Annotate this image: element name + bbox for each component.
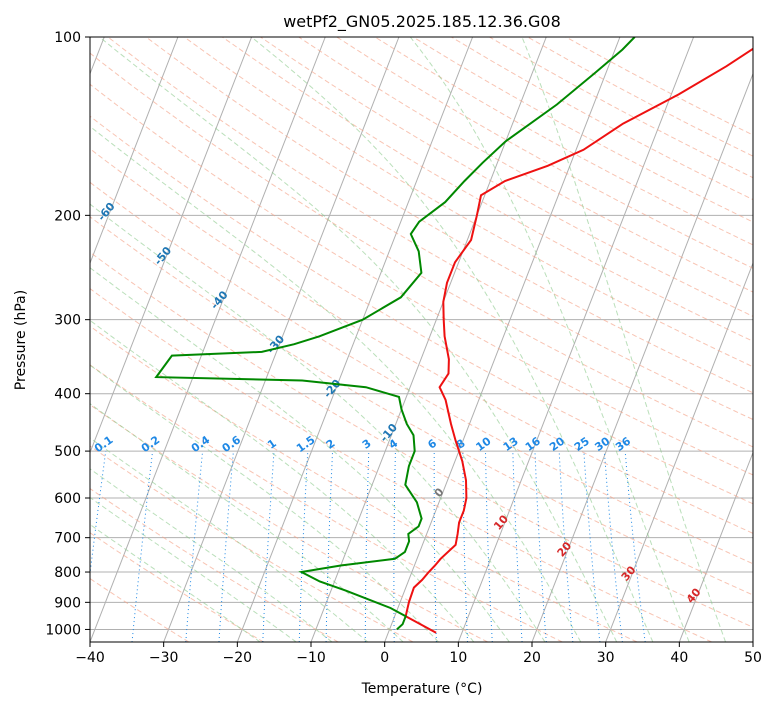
x-tick-label: −20 bbox=[223, 650, 253, 666]
y-tick-label: 400 bbox=[54, 387, 81, 403]
y-tick-label: 800 bbox=[54, 565, 81, 581]
x-tick-label: −10 bbox=[296, 650, 326, 666]
y-tick-label: 200 bbox=[54, 208, 81, 224]
y-tick-label: 1000 bbox=[45, 622, 81, 638]
y-tick-label: 500 bbox=[54, 444, 81, 460]
x-tick-label: 20 bbox=[523, 650, 541, 666]
y-tick-label: 700 bbox=[54, 531, 81, 547]
x-axis-label: Temperature (°C) bbox=[361, 681, 483, 697]
chart-title: wetPf2_GN05.2025.185.12.36.G08 bbox=[283, 12, 561, 32]
x-tick-label: 40 bbox=[670, 650, 688, 666]
x-tick-label: 50 bbox=[744, 650, 762, 666]
x-tick-label: 0 bbox=[380, 650, 389, 666]
x-tick-label: 30 bbox=[597, 650, 615, 666]
y-tick-label: 100 bbox=[54, 30, 81, 46]
x-tick-label: 10 bbox=[449, 650, 467, 666]
x-tick-label: −40 bbox=[75, 650, 105, 666]
y-tick-label: 600 bbox=[54, 491, 81, 507]
y-axis-label: Pressure (hPa) bbox=[13, 290, 29, 390]
y-tick-label: 900 bbox=[54, 595, 81, 611]
y-tick-label: 300 bbox=[54, 313, 81, 329]
x-tick-label: −30 bbox=[149, 650, 179, 666]
